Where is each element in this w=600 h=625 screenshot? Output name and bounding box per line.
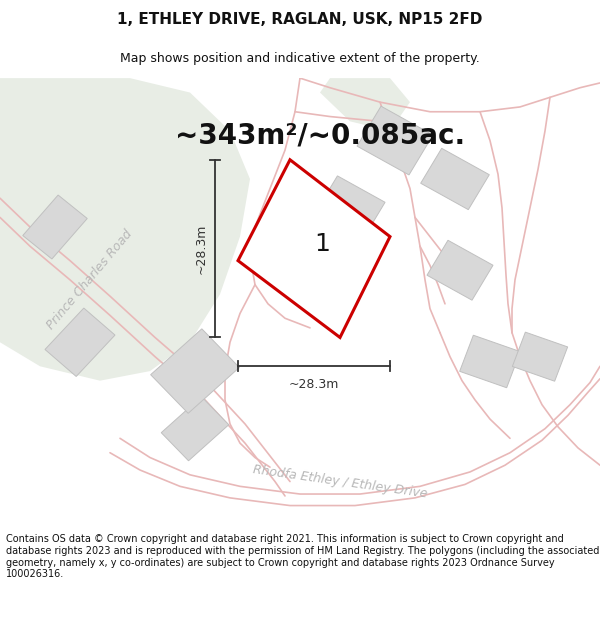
Text: 1, ETHLEY DRIVE, RAGLAN, USK, NP15 2FD: 1, ETHLEY DRIVE, RAGLAN, USK, NP15 2FD xyxy=(118,12,482,27)
Text: Rhodfa Ethley / Ethley Drive: Rhodfa Ethley / Ethley Drive xyxy=(252,463,428,500)
Polygon shape xyxy=(23,195,87,259)
Polygon shape xyxy=(460,335,520,388)
Polygon shape xyxy=(151,329,239,413)
Text: Contains OS data © Crown copyright and database right 2021. This information is : Contains OS data © Crown copyright and d… xyxy=(6,534,599,579)
Text: ~28.3m: ~28.3m xyxy=(289,378,339,391)
Polygon shape xyxy=(320,78,410,131)
Text: 1: 1 xyxy=(314,232,331,256)
Polygon shape xyxy=(357,106,433,175)
Polygon shape xyxy=(427,240,493,300)
Text: ~28.3m: ~28.3m xyxy=(195,223,208,274)
Polygon shape xyxy=(238,160,390,338)
Text: Prince Charles Road: Prince Charles Road xyxy=(44,228,136,332)
Polygon shape xyxy=(315,176,385,240)
Text: Map shows position and indicative extent of the property.: Map shows position and indicative extent… xyxy=(120,52,480,65)
Polygon shape xyxy=(45,308,115,376)
Polygon shape xyxy=(421,148,490,209)
Polygon shape xyxy=(512,332,568,381)
Polygon shape xyxy=(161,397,229,461)
Polygon shape xyxy=(0,78,250,381)
Text: ~343m²/~0.085ac.: ~343m²/~0.085ac. xyxy=(175,122,465,150)
